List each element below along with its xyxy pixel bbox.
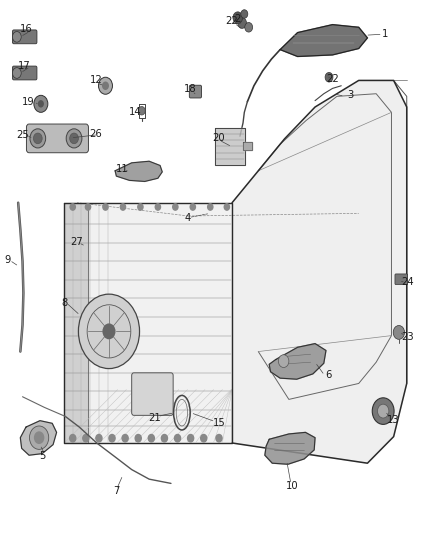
Polygon shape (269, 344, 326, 379)
Circle shape (30, 129, 46, 148)
Circle shape (78, 294, 140, 368)
FancyBboxPatch shape (189, 85, 201, 98)
Text: 4: 4 (184, 213, 191, 223)
Polygon shape (243, 142, 252, 150)
Circle shape (245, 22, 253, 32)
Circle shape (102, 324, 116, 340)
FancyBboxPatch shape (26, 124, 88, 153)
Circle shape (148, 434, 154, 442)
Text: 17: 17 (18, 61, 31, 70)
Text: 27: 27 (70, 237, 83, 247)
Circle shape (120, 204, 126, 210)
Circle shape (103, 204, 108, 210)
Circle shape (29, 426, 49, 449)
Text: 14: 14 (129, 107, 141, 117)
FancyBboxPatch shape (132, 373, 173, 415)
Text: 19: 19 (22, 96, 35, 107)
Circle shape (66, 129, 82, 148)
Circle shape (208, 204, 213, 210)
Circle shape (138, 204, 143, 210)
Text: 22: 22 (326, 74, 339, 84)
Circle shape (233, 12, 243, 23)
Text: 12: 12 (89, 76, 102, 85)
Circle shape (174, 434, 180, 442)
Circle shape (33, 133, 42, 144)
Polygon shape (115, 161, 162, 181)
Polygon shape (64, 203, 232, 443)
Text: 3: 3 (347, 90, 353, 100)
Circle shape (378, 404, 389, 418)
Text: 6: 6 (325, 370, 331, 381)
FancyBboxPatch shape (395, 274, 408, 285)
Circle shape (190, 204, 195, 210)
Text: 16: 16 (20, 25, 32, 35)
Polygon shape (215, 128, 245, 165)
Polygon shape (65, 203, 88, 442)
Circle shape (201, 434, 207, 442)
Circle shape (155, 204, 160, 210)
Text: 21: 21 (148, 413, 161, 423)
Circle shape (325, 72, 333, 82)
Text: 1: 1 (382, 29, 388, 39)
Circle shape (224, 204, 230, 210)
Text: 20: 20 (212, 133, 224, 143)
Text: 7: 7 (113, 487, 120, 496)
FancyBboxPatch shape (12, 30, 37, 44)
Text: 18: 18 (184, 84, 197, 94)
Circle shape (34, 431, 44, 444)
Text: 15: 15 (212, 418, 226, 429)
Text: 8: 8 (61, 297, 67, 308)
Circle shape (34, 95, 48, 112)
Text: 2: 2 (235, 14, 241, 24)
Circle shape (102, 82, 109, 90)
FancyBboxPatch shape (12, 66, 37, 80)
Circle shape (70, 434, 76, 442)
Circle shape (85, 204, 91, 210)
Polygon shape (280, 25, 367, 56)
Text: 13: 13 (387, 415, 400, 425)
Circle shape (96, 434, 102, 442)
Text: 23: 23 (401, 332, 414, 342)
Circle shape (70, 133, 78, 144)
Text: 24: 24 (401, 278, 414, 287)
Circle shape (70, 204, 75, 210)
Text: 10: 10 (286, 481, 299, 491)
Text: 22: 22 (225, 17, 237, 27)
Polygon shape (20, 421, 57, 455)
Circle shape (173, 204, 178, 210)
Circle shape (12, 31, 21, 42)
Circle shape (138, 107, 145, 115)
Circle shape (109, 434, 115, 442)
Circle shape (83, 434, 89, 442)
Text: 26: 26 (89, 128, 102, 139)
Text: 25: 25 (16, 130, 29, 140)
Text: 9: 9 (4, 255, 11, 265)
Polygon shape (265, 432, 315, 464)
Text: 11: 11 (116, 164, 128, 174)
Text: 5: 5 (39, 451, 46, 461)
Circle shape (161, 434, 167, 442)
Circle shape (122, 434, 128, 442)
Circle shape (393, 326, 405, 340)
Circle shape (38, 100, 44, 108)
Circle shape (279, 355, 289, 368)
Circle shape (187, 434, 194, 442)
Circle shape (12, 68, 21, 78)
Circle shape (241, 10, 248, 18)
Circle shape (238, 18, 247, 28)
Circle shape (135, 434, 141, 442)
Circle shape (372, 398, 394, 424)
Polygon shape (232, 80, 407, 463)
Circle shape (216, 434, 222, 442)
Circle shape (99, 77, 113, 94)
